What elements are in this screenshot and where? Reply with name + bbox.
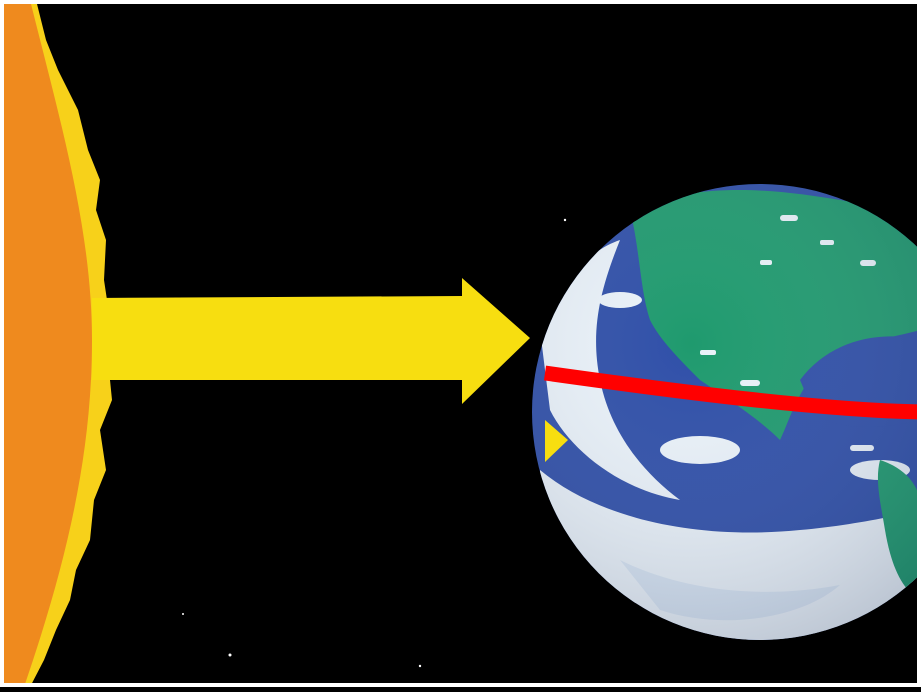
sun-icon — [0, 0, 112, 687]
small-arrow-tip — [545, 420, 568, 462]
sunlight-arrow-icon — [92, 278, 530, 404]
stars — [182, 218, 567, 668]
star — [563, 218, 567, 222]
star — [228, 653, 232, 657]
earth-shading — [532, 184, 921, 640]
equator-line — [543, 365, 921, 420]
star — [182, 613, 184, 615]
earth-globe-icon — [532, 184, 921, 640]
star — [418, 664, 422, 668]
sun-body — [0, 0, 92, 687]
